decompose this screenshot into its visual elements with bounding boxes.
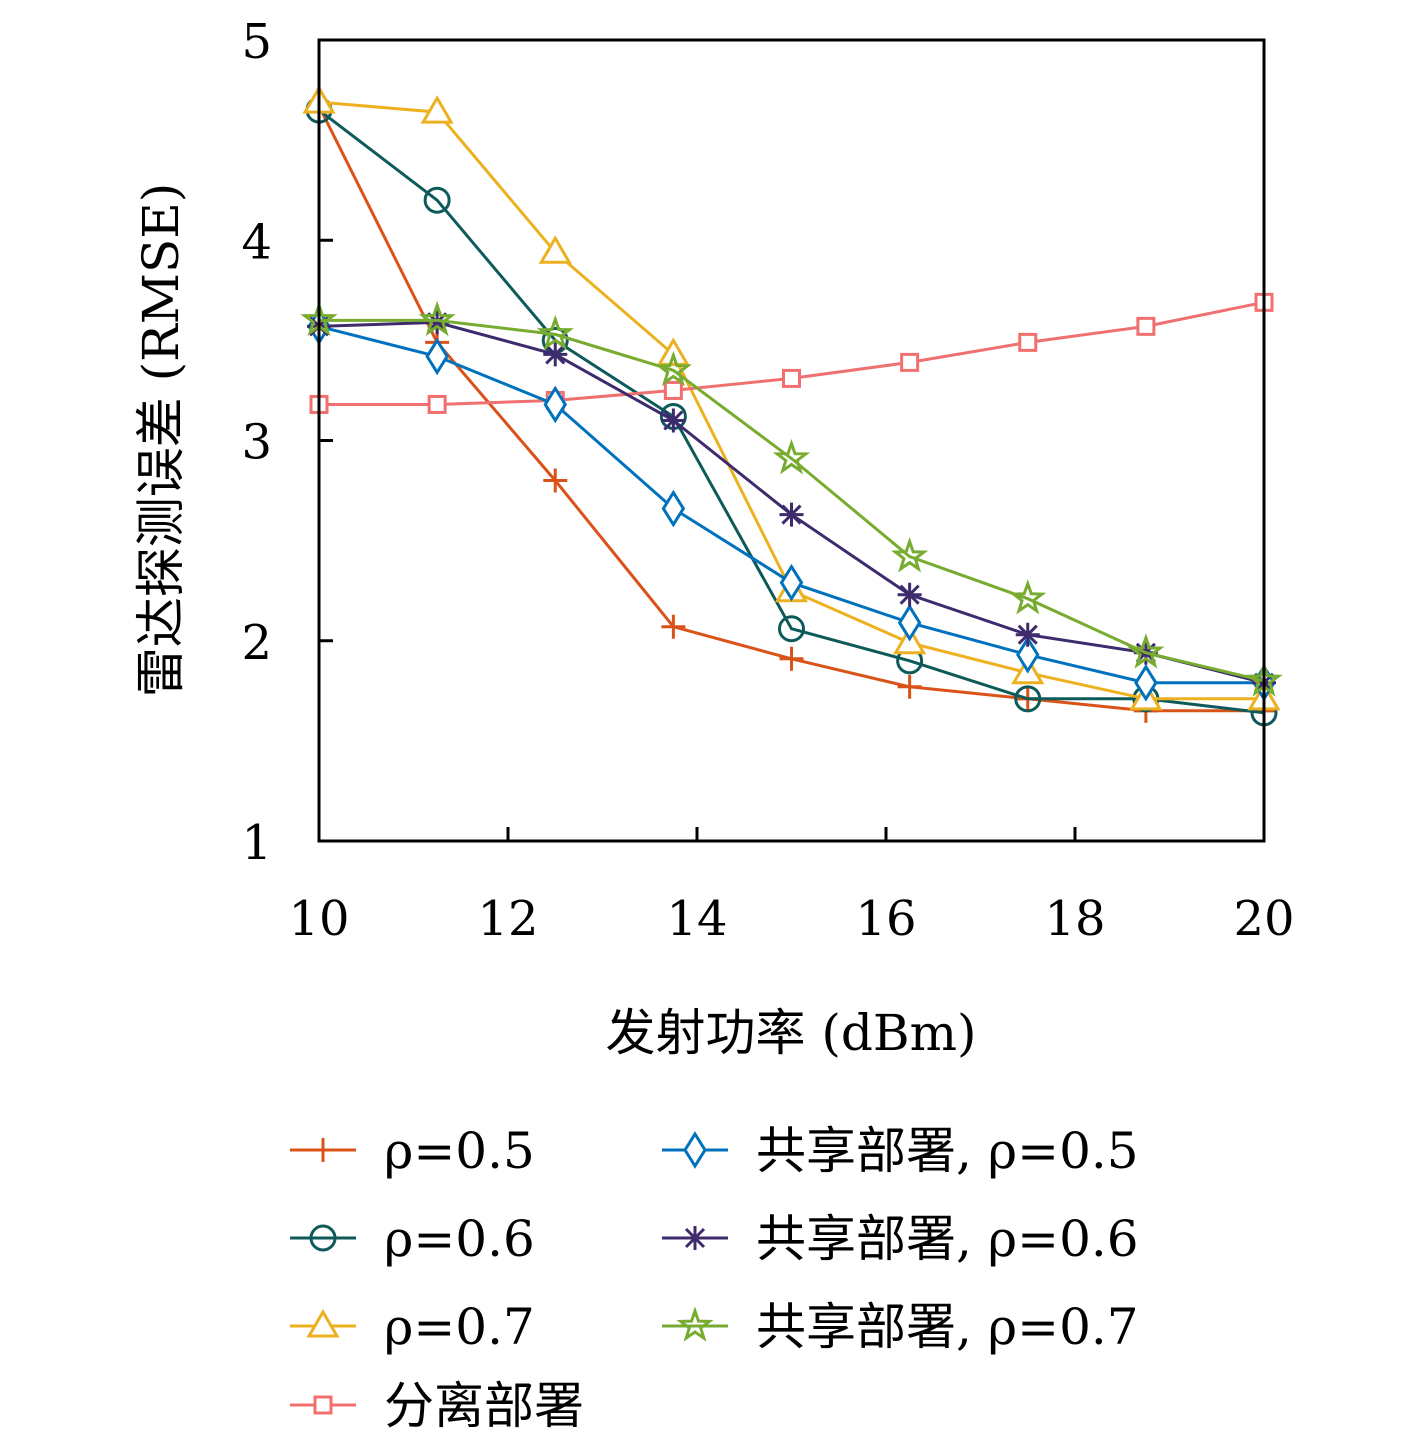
data-point <box>897 582 922 607</box>
data-point <box>418 300 456 337</box>
data-point <box>900 352 920 372</box>
data-point <box>1136 316 1156 336</box>
data-point <box>536 314 574 351</box>
data-point <box>779 502 804 527</box>
legend-item-3: 分离部署 <box>290 1377 584 1435</box>
legend-label: 共享部署, ρ=0.5 <box>756 1122 1139 1180</box>
data-point <box>1127 633 1165 669</box>
data-point <box>661 489 686 528</box>
x-tick-label: 12 <box>477 891 538 947</box>
data-point <box>538 235 572 264</box>
data-point <box>891 537 929 573</box>
y-tick-label: 3 <box>241 415 272 471</box>
series-3 <box>309 292 1274 414</box>
x-tick-label: 20 <box>1233 891 1294 947</box>
data-point <box>543 385 568 424</box>
legend-item-2: ρ=0.7 <box>290 1298 535 1356</box>
data-point <box>661 408 686 433</box>
legend-label: 共享部署, ρ=0.6 <box>756 1210 1139 1268</box>
data-point <box>1009 579 1047 615</box>
data-point <box>425 337 449 376</box>
data-point <box>1018 332 1038 352</box>
legend-marker <box>676 1306 714 1342</box>
data-point <box>423 186 451 214</box>
legend-marker <box>683 1226 707 1250</box>
legend-label: ρ=0.7 <box>384 1298 535 1356</box>
legend-marker <box>306 1309 340 1338</box>
data-point <box>779 646 804 671</box>
legend-marker <box>313 1395 333 1415</box>
data-point <box>427 394 447 414</box>
x-axis-title: 发射功率 (dBm) <box>605 1004 976 1062</box>
data-point <box>1015 622 1040 647</box>
data-point <box>661 614 686 639</box>
data-point <box>772 438 811 475</box>
data-point <box>782 368 801 388</box>
legend-item-6: 共享部署, ρ=0.7 <box>662 1298 1139 1356</box>
y-tick-label: 2 <box>241 615 272 671</box>
legend-marker <box>311 1138 335 1162</box>
data-point <box>420 95 454 124</box>
legend-marker <box>309 1224 337 1252</box>
series-6 <box>300 300 1283 697</box>
data-point <box>897 603 922 642</box>
data-point <box>425 310 450 335</box>
x-tick-label: 16 <box>855 891 916 947</box>
x-tick-label: 10 <box>288 891 349 947</box>
data-point <box>1015 635 1040 674</box>
y-tick-label: 4 <box>241 214 272 270</box>
y-axis-title: 雷达探测误差 (RMSE) <box>132 183 190 698</box>
series-line <box>318 108 1265 715</box>
legend-item-4: 共享部署, ρ=0.5 <box>662 1122 1139 1180</box>
legend: ρ=0.5 ρ=0.6 ρ=0.7 分离部署 共享部署, ρ=0.5 共享部署, ρ=0.… <box>290 1122 1139 1435</box>
data-point <box>778 615 805 643</box>
legend-item-5: 共享部署, ρ=0.6 <box>662 1210 1139 1268</box>
legend-label: ρ=0.5 <box>384 1122 535 1180</box>
series-line <box>319 318 1265 683</box>
legend-label: 分离部署 <box>384 1377 584 1435</box>
legend-label: 共享部署, ρ=0.7 <box>756 1298 1139 1356</box>
data-point <box>1014 685 1042 713</box>
legend-item-0: ρ=0.5 <box>290 1122 535 1180</box>
legend-item-1: ρ=0.6 <box>290 1210 535 1268</box>
y-tick-label: 1 <box>241 815 272 871</box>
data-point <box>663 380 683 400</box>
data-point <box>779 563 804 602</box>
legend-label: ρ=0.6 <box>384 1210 535 1268</box>
x-tick-label: 14 <box>666 891 727 947</box>
data-point <box>543 342 568 367</box>
x-tick-label: 18 <box>1044 891 1105 947</box>
data-point <box>543 468 568 493</box>
data-point <box>1134 663 1158 702</box>
data-point <box>897 674 922 699</box>
legend-marker <box>683 1131 707 1169</box>
series-layer <box>300 85 1283 727</box>
data-point <box>654 350 692 387</box>
y-tick-label: 5 <box>241 14 272 70</box>
